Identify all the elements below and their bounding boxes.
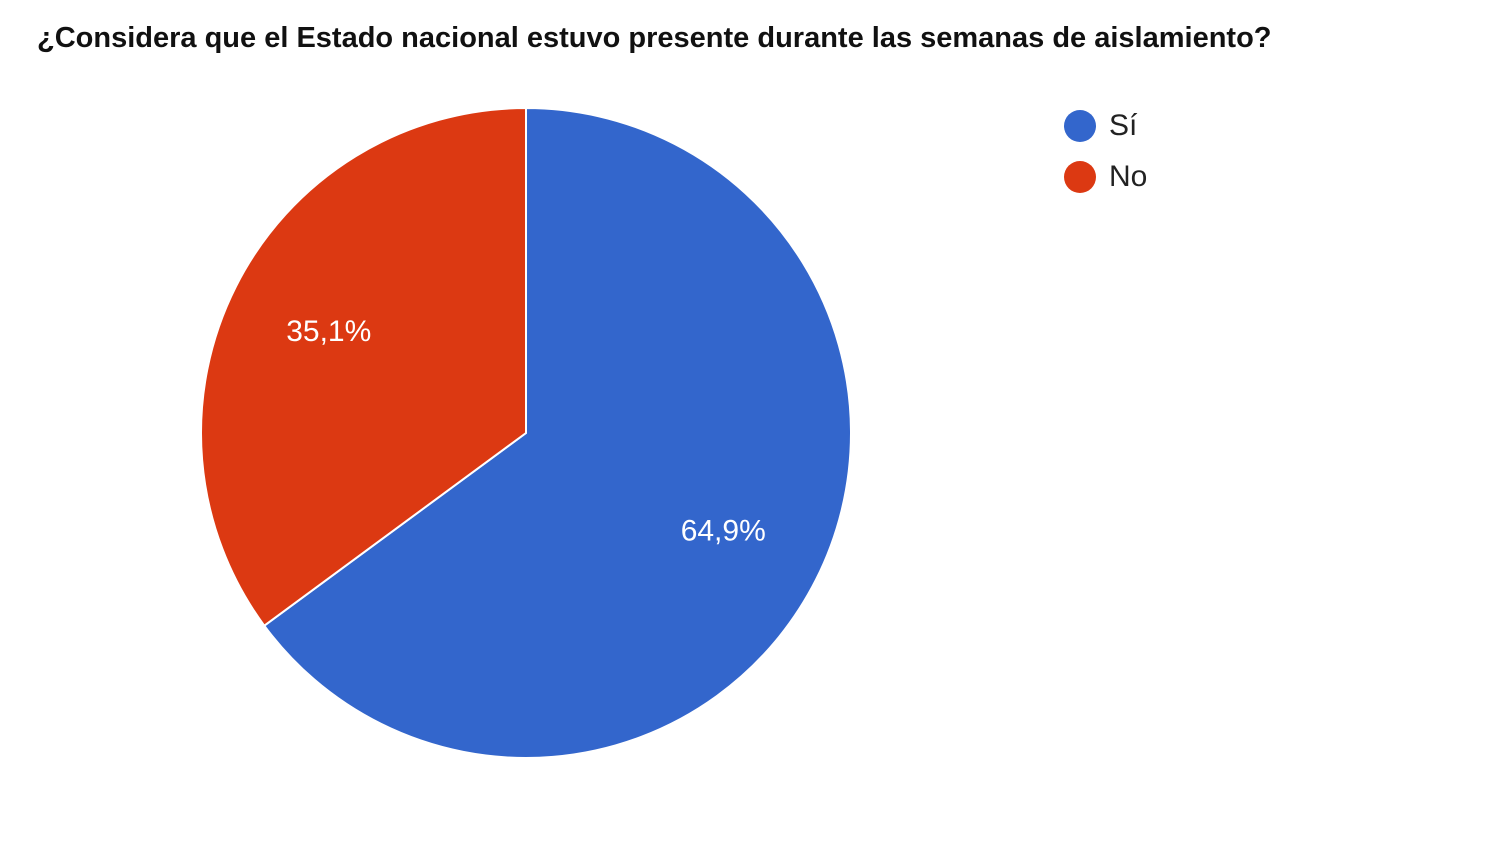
pie-slice-no[interactable] — [200, 106, 527, 628]
chart-title: ¿Considera que el Estado nacional estuvo… — [37, 22, 1272, 54]
pie-labels: 64,9% 35,1% — [286, 315, 766, 547]
pie-slices — [200, 106, 852, 759]
pie-label-si: 64,9% — [681, 515, 766, 548]
legend-swatch-si — [1064, 109, 1096, 142]
pie-slice-si[interactable] — [262, 106, 852, 759]
legend-label-no: No — [1109, 159, 1148, 193]
legend-swatch-no — [1064, 160, 1096, 193]
legend: Sí No — [1064, 100, 1147, 202]
pie-label-no: 35,1% — [286, 315, 371, 348]
legend-item-no[interactable]: No — [1064, 151, 1147, 202]
legend-label-si: Sí — [1109, 108, 1138, 142]
legend-item-si[interactable]: Sí — [1064, 100, 1147, 151]
